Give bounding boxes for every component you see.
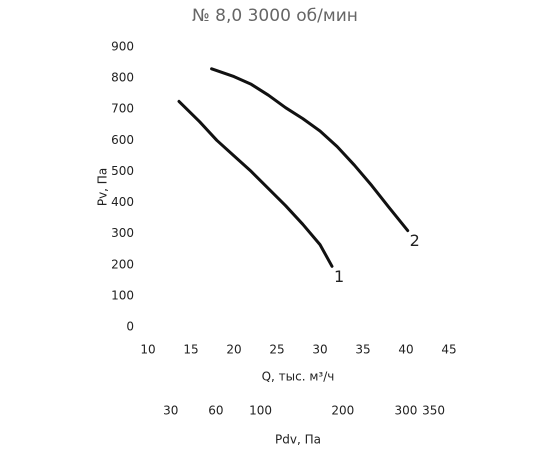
x2-tick-label: 350 [422,404,445,418]
x-tick-label: 40 [398,343,413,357]
x-axis-label: Q, тыс. м³/ч [262,370,335,384]
y-tick-label: 100 [111,288,134,302]
x-tick-label: 30 [312,343,327,357]
x2-axis-label: Pdv, Па [275,433,321,447]
x-tick-label: 25 [269,343,284,357]
x-tick-label: 35 [355,343,370,357]
y-tick-label: 700 [111,102,134,116]
x2-tick-label: 60 [208,404,223,418]
series-label: 1 [334,267,344,286]
x2-tick-label: 30 [163,404,178,418]
x2-tick-label: 300 [395,404,418,418]
y-tick-label: 800 [111,71,134,85]
x-tick-label: 10 [140,343,155,357]
y-tick-label: 300 [111,226,134,240]
y-tick-label: 600 [111,133,134,147]
chart-title: № 8,0 3000 об/мин [192,6,358,26]
y-tick-label: 900 [111,40,134,54]
x-tick-label: 45 [441,343,456,357]
x-tick-label: 15 [183,343,198,357]
y-tick-label: 200 [111,257,134,271]
y-tick-label: 500 [111,164,134,178]
x2-tick-label: 100 [249,404,272,418]
x2-tick-label: 200 [331,404,354,418]
series-label: 2 [410,231,420,250]
y-tick-label: 0 [126,320,134,334]
series-line [177,99,334,268]
x-tick-label: 20 [226,343,241,357]
y-tick-label: 400 [111,195,134,209]
series-line [210,67,410,233]
y-axis-label: Pv, Па [96,168,110,206]
